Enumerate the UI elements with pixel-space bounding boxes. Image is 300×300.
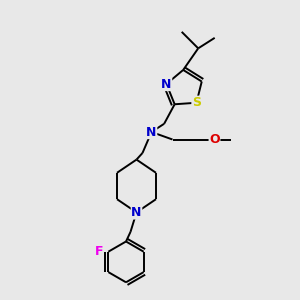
Text: O: O <box>209 133 220 146</box>
Text: N: N <box>146 125 157 139</box>
Text: F: F <box>94 245 103 258</box>
Text: N: N <box>161 77 172 91</box>
Text: S: S <box>192 96 201 109</box>
Text: N: N <box>131 206 142 219</box>
